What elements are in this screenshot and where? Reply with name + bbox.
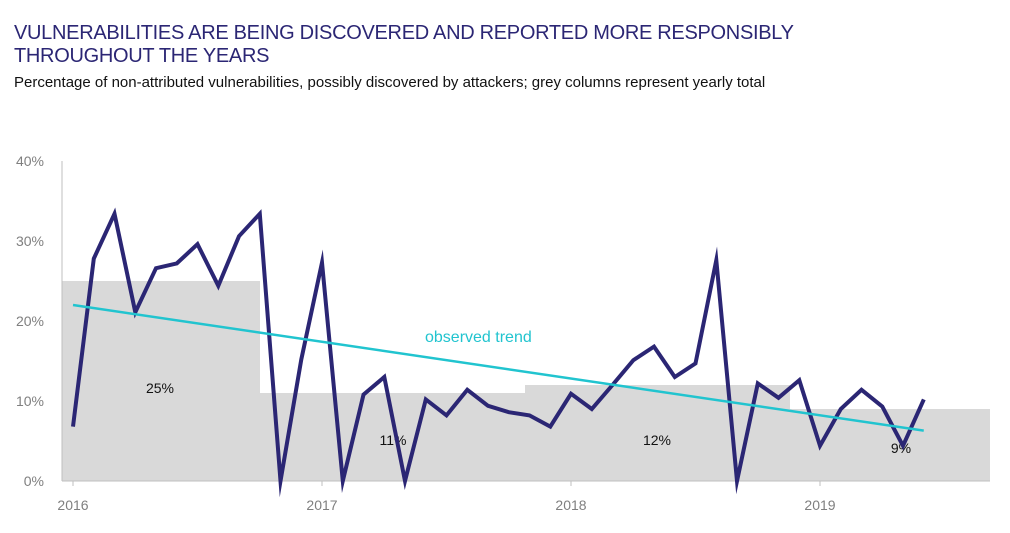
- chart-subtitle: Percentage of non-attributed vulnerabili…: [14, 74, 766, 91]
- y-tick-label: 40%: [16, 153, 44, 169]
- column-label-2017: 11%: [380, 432, 407, 448]
- y-tick-label: 10%: [16, 393, 44, 409]
- column-label-2018: 12%: [643, 432, 671, 448]
- trend-line: [72, 303, 924, 432]
- series-line: [71, 207, 926, 498]
- x-tick-label: 2016: [57, 497, 88, 513]
- yearly-column-2017: [260, 393, 525, 481]
- chart-title: VULNERABILITIES ARE BEING DISCOVERED AND…: [14, 22, 914, 68]
- trend-label: observed trend: [425, 329, 532, 346]
- column-label-2019: 9%: [891, 440, 911, 456]
- column-label-2016: 25%: [146, 380, 174, 396]
- x-tick-label: 2018: [555, 497, 586, 513]
- x-axis-ticks: 2016 2017 2018 2019: [57, 481, 836, 513]
- y-tick-label: 0%: [24, 473, 44, 489]
- y-tick-label: 30%: [16, 233, 44, 249]
- x-tick-label: 2017: [306, 497, 337, 513]
- x-tick-label: 2019: [804, 497, 835, 513]
- y-axis-ticks: 0% 10% 20% 30% 40%: [16, 153, 44, 489]
- chart-title-line-1: VULNERABILITIES ARE BEING DISCOVERED AND…: [14, 22, 794, 44]
- yearly-columns: [62, 281, 990, 481]
- chart-title-line-2: THROUGHOUT THE YEARS: [14, 45, 270, 67]
- yearly-column-2016: [62, 281, 260, 481]
- column-labels: 25% 11% 12% 9%: [146, 380, 911, 456]
- y-tick-label: 20%: [16, 313, 44, 329]
